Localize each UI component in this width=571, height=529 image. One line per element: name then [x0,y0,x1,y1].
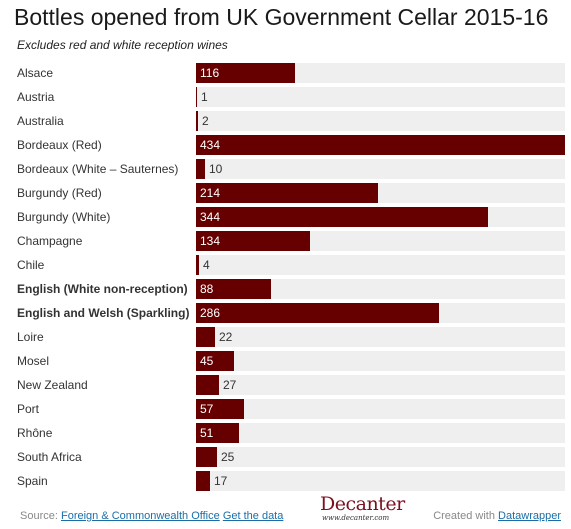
bar [196,255,199,275]
chart-subtitle: Excludes red and white reception wines [17,38,228,52]
value-label: 4 [203,258,210,272]
bar [196,303,439,323]
category-label: Bordeaux (White – Sauternes) [17,162,178,176]
category-label: Champagne [17,234,83,248]
bar-track [196,279,565,299]
category-label: Bordeaux (Red) [17,138,102,152]
value-label: 25 [221,450,235,464]
bar [196,447,217,467]
value-label: 51 [200,426,214,440]
bar-track [196,87,565,107]
bar-track [196,255,565,275]
category-label: Burgundy (Red) [17,186,102,200]
bar [196,207,488,227]
chart-title: Bottles opened from UK Government Cellar… [14,4,549,30]
created-with: Created with Datawrapper [433,510,561,522]
logo-url: www.decanter.com [322,514,390,522]
bar [196,375,219,395]
value-label: 1 [201,90,208,104]
bar [196,423,239,443]
bar [196,471,210,491]
category-label: Spain [17,474,48,488]
value-label: 57 [200,402,214,416]
bar [196,183,378,203]
datawrapper-link[interactable]: Datawrapper [498,510,561,522]
value-label: 45 [200,354,214,368]
bar [196,399,244,419]
category-label: Australia [17,114,64,128]
bar-track [196,399,565,419]
created-prefix: Created with [433,510,495,522]
logo-wordmark: Decanter [320,493,405,515]
get-data-link[interactable]: Get the data [222,510,284,522]
bar [196,87,197,107]
chart-footer: Source: Foreign & Commonwealth Office Ge… [0,494,571,526]
value-label: 10 [209,162,223,176]
source-link[interactable]: Foreign & Commonwealth Office [60,510,220,522]
value-label: 17 [214,474,228,488]
bar-track [196,471,565,491]
value-label: 22 [219,330,233,344]
bar-track [196,111,565,131]
value-label: 344 [200,210,220,224]
bar [196,111,198,131]
category-label: Austria [17,90,55,104]
category-label: Chile [17,258,45,272]
value-label: 134 [200,234,220,248]
bar [196,135,565,155]
value-label: 2 [202,114,209,128]
category-label: Alsace [17,66,53,80]
value-label: 88 [200,282,214,296]
bar-track [196,447,565,467]
category-label: Burgundy (White) [17,210,110,224]
value-label: 214 [200,186,220,200]
bar-track [196,351,565,371]
source-line: Source: Foreign & Commonwealth Office Ge… [20,510,283,522]
value-label: 27 [223,378,237,392]
bar-track [196,423,565,443]
category-label: English and Welsh (Sparkling) [17,306,189,320]
bar [196,231,310,251]
bar [196,159,205,179]
bar-track [196,375,565,395]
category-label: South Africa [17,450,82,464]
source-prefix: Source: [20,510,58,522]
bar [196,63,295,83]
category-label: New Zealand [17,378,88,392]
bar [196,327,215,347]
category-label: Mosel [17,354,49,368]
category-label: Loire [17,330,44,344]
value-label: 286 [200,306,220,320]
bar-track [196,159,565,179]
bar [196,351,234,371]
decanter-logo: Decanter www.decanter.com [320,494,420,522]
value-label: 116 [200,66,219,80]
value-label: 434 [200,138,220,152]
bar-track [196,327,565,347]
category-label: Port [17,402,40,416]
bar [196,279,271,299]
category-label: Rhône [17,426,53,440]
category-label: English (White non-reception) [17,282,188,296]
